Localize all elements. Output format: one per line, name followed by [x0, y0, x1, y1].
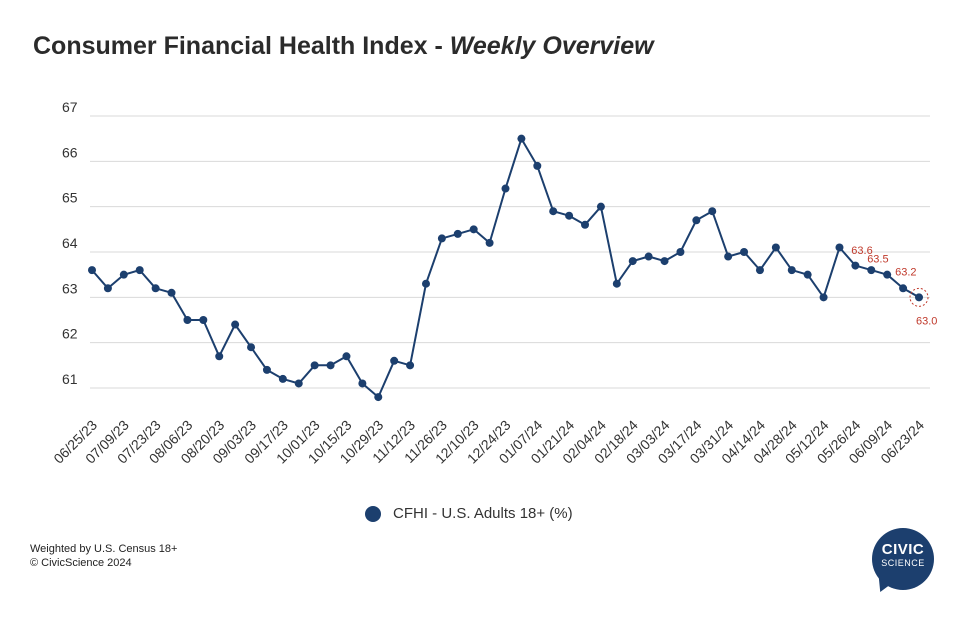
data-point — [883, 270, 892, 279]
data-point — [899, 284, 908, 293]
data-label: 63.6 — [851, 245, 872, 257]
data-point — [835, 243, 844, 252]
y-tick-label: 67 — [62, 99, 78, 115]
data-point — [708, 207, 717, 216]
data-point — [628, 257, 637, 266]
data-point — [676, 248, 685, 256]
data-point — [358, 379, 367, 388]
data-point — [549, 207, 558, 216]
data-point — [342, 352, 351, 361]
data-point — [119, 270, 128, 279]
y-tick-label: 65 — [62, 190, 78, 206]
chart-title-sub: Weekly Overview — [449, 32, 654, 60]
data-point — [88, 266, 96, 275]
y-tick-label: 62 — [62, 326, 78, 342]
data-point — [437, 234, 446, 243]
data-point — [771, 243, 780, 252]
data-point — [278, 374, 287, 383]
data-point — [310, 361, 319, 370]
data-point — [644, 252, 653, 261]
data-point — [167, 288, 176, 297]
y-tick-label: 66 — [62, 144, 78, 160]
data-point — [660, 257, 669, 266]
chart-title: Consumer Financial Health Index - Weekly… — [33, 32, 654, 61]
data-point — [533, 161, 542, 170]
logo-text-civic: CIVIC — [881, 541, 925, 558]
data-point — [453, 229, 462, 238]
data-point — [183, 316, 192, 324]
data-point — [374, 393, 383, 402]
data-point — [724, 252, 733, 261]
data-point — [915, 293, 923, 302]
data-point — [851, 261, 860, 270]
footnote: Weighted by U.S. Census 18+ © CivicScien… — [30, 542, 177, 570]
data-point — [294, 379, 303, 388]
data-point — [787, 266, 796, 275]
data-point — [247, 343, 256, 352]
data-point — [596, 202, 605, 211]
data-label: 63.0 — [916, 315, 937, 327]
data-point — [199, 316, 208, 324]
footnote-weighting: Weighted by U.S. Census 18+ — [30, 543, 178, 555]
data-point — [469, 225, 478, 234]
data-point — [740, 248, 749, 256]
y-tick-label: 61 — [62, 371, 78, 387]
data-point — [819, 293, 828, 302]
data-point — [135, 266, 144, 275]
last-point-highlight — [909, 287, 929, 307]
y-tick-label: 64 — [62, 235, 78, 251]
data-point — [581, 220, 590, 229]
data-point — [215, 352, 224, 361]
logo-text-science: SCIENCE — [881, 558, 925, 568]
civicscience-logo: CIVIC SCIENCE — [871, 528, 934, 596]
data-point — [755, 266, 764, 275]
data-point — [103, 284, 112, 293]
legend: CFHI - U.S. Adults 18+ (%) — [365, 505, 573, 522]
logo-bubble: CIVIC SCIENCE — [872, 528, 934, 590]
data-label: 63.5 — [867, 254, 888, 266]
data-point — [501, 184, 510, 193]
data-point — [803, 270, 812, 279]
data-point — [485, 238, 494, 247]
data-point — [231, 320, 240, 329]
data-point — [326, 361, 335, 370]
data-label: 63.2 — [895, 266, 916, 278]
data-point — [262, 365, 271, 374]
legend-label: CFHI - U.S. Adults 18+ (%) — [393, 505, 573, 522]
data-point — [406, 361, 415, 370]
data-point — [692, 216, 701, 225]
data-point — [421, 279, 430, 288]
footnote-copyright: © CivicScience 2024 — [30, 557, 132, 569]
y-tick-label: 63 — [62, 280, 78, 296]
chart-title-main: Consumer Financial Health Index - — [33, 32, 450, 60]
data-point — [151, 284, 160, 293]
data-point — [612, 279, 621, 288]
legend-marker — [365, 505, 381, 522]
data-point — [390, 356, 399, 365]
data-point — [565, 211, 574, 220]
data-point — [867, 266, 876, 275]
data-point — [517, 134, 526, 143]
